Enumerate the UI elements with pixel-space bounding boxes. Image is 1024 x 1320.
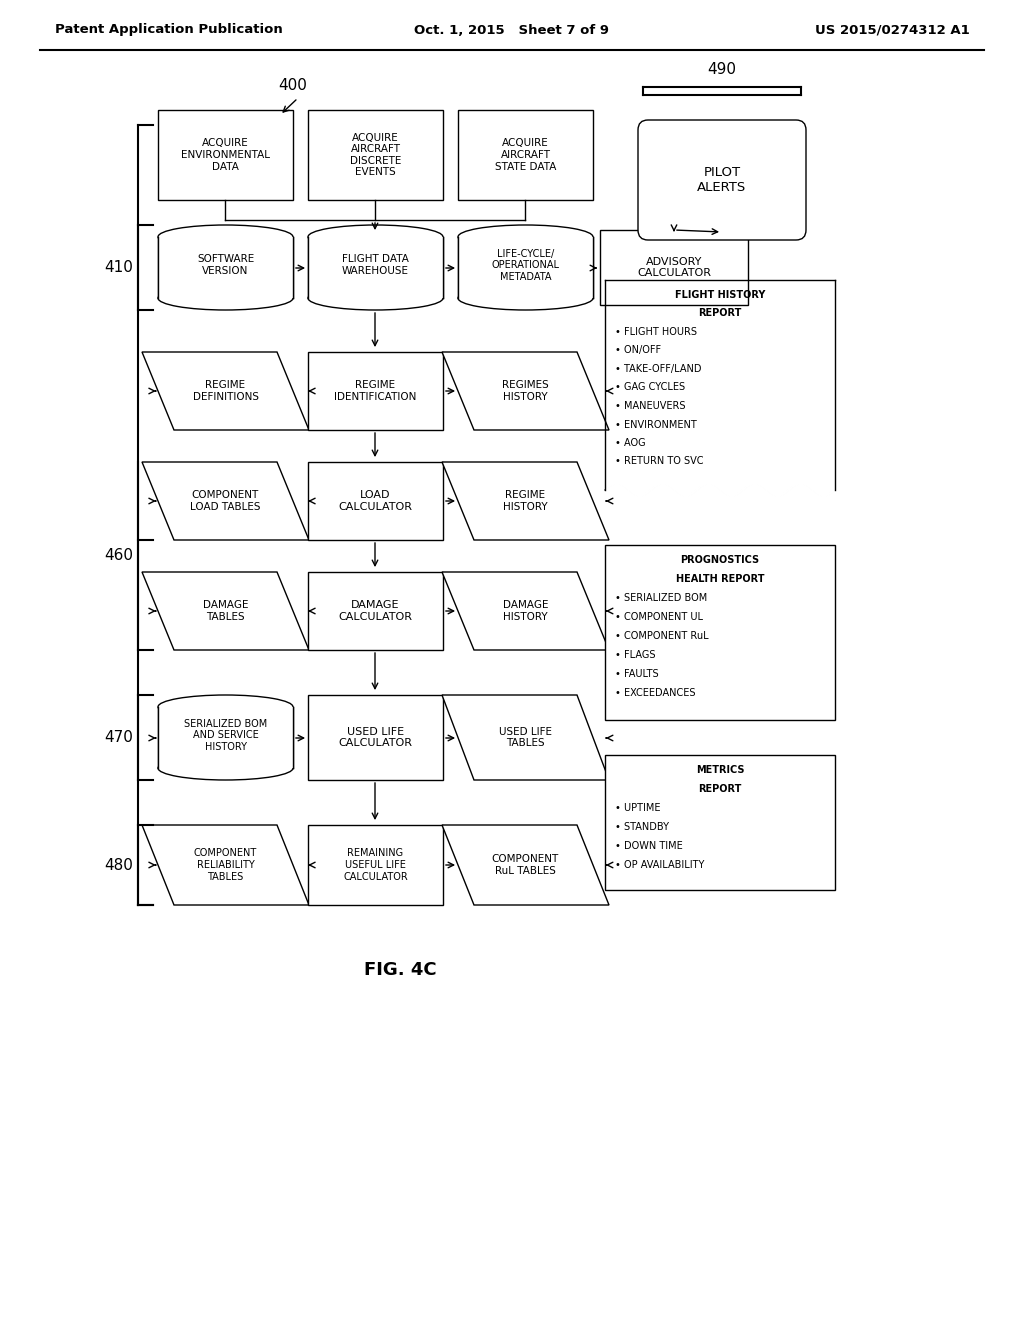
Text: ADVISORY
CALCULATOR: ADVISORY CALCULATOR xyxy=(637,256,711,279)
Text: Oct. 1, 2015   Sheet 7 of 9: Oct. 1, 2015 Sheet 7 of 9 xyxy=(415,24,609,37)
Text: REGIME
DEFINITIONS: REGIME DEFINITIONS xyxy=(193,380,258,401)
Ellipse shape xyxy=(158,224,293,248)
Text: • COMPONENT RuL: • COMPONENT RuL xyxy=(615,631,709,642)
Text: • EXCEEDANCES: • EXCEEDANCES xyxy=(615,688,695,698)
Text: DAMAGE
HISTORY: DAMAGE HISTORY xyxy=(503,601,548,622)
Text: Patent Application Publication: Patent Application Publication xyxy=(55,24,283,37)
Text: 470: 470 xyxy=(104,730,133,746)
Text: FLIGHT DATA
WAREHOUSE: FLIGHT DATA WAREHOUSE xyxy=(342,255,409,276)
Polygon shape xyxy=(442,825,609,906)
Text: 480: 480 xyxy=(104,858,133,873)
Polygon shape xyxy=(142,572,309,649)
Text: • DOWN TIME: • DOWN TIME xyxy=(615,841,683,851)
Ellipse shape xyxy=(308,224,443,248)
Text: • FAULTS: • FAULTS xyxy=(615,669,658,678)
Text: COMPONENT
RuL TABLES: COMPONENT RuL TABLES xyxy=(492,854,559,875)
Bar xyxy=(308,696,443,780)
Bar xyxy=(308,236,443,298)
Ellipse shape xyxy=(158,756,293,780)
Bar xyxy=(159,238,293,297)
Text: REMAINING
USEFUL LIFE
CALCULATOR: REMAINING USEFUL LIFE CALCULATOR xyxy=(343,849,408,882)
Polygon shape xyxy=(442,462,609,540)
Text: ACQUIRE
AIRCRAFT
DISCRETE
EVENTS: ACQUIRE AIRCRAFT DISCRETE EVENTS xyxy=(350,132,401,177)
Text: DAMAGE
TABLES: DAMAGE TABLES xyxy=(203,601,248,622)
Text: • STANDBY: • STANDBY xyxy=(615,822,669,832)
Bar xyxy=(308,238,442,297)
Ellipse shape xyxy=(458,286,593,310)
Text: • UPTIME: • UPTIME xyxy=(615,803,660,813)
Bar xyxy=(158,110,293,201)
Ellipse shape xyxy=(458,224,593,248)
Text: COMPONENT
LOAD TABLES: COMPONENT LOAD TABLES xyxy=(190,490,261,512)
Bar xyxy=(159,708,293,768)
Text: LOAD
CALCULATOR: LOAD CALCULATOR xyxy=(339,490,413,512)
Bar xyxy=(458,236,593,298)
Text: US 2015/0274312 A1: US 2015/0274312 A1 xyxy=(815,24,970,37)
Text: REGIME
HISTORY: REGIME HISTORY xyxy=(503,490,548,512)
Polygon shape xyxy=(442,696,609,780)
Bar xyxy=(308,352,443,430)
Text: • ENVIRONMENT: • ENVIRONMENT xyxy=(615,420,696,429)
Text: SOFTWARE
VERSION: SOFTWARE VERSION xyxy=(197,255,254,276)
Text: USED LIFE
TABLES: USED LIFE TABLES xyxy=(499,727,552,748)
Text: REPORT: REPORT xyxy=(698,784,741,795)
Text: SERIALIZED BOM
AND SERVICE
HISTORY: SERIALIZED BOM AND SERVICE HISTORY xyxy=(184,718,267,751)
Text: FLIGHT HISTORY: FLIGHT HISTORY xyxy=(675,290,765,300)
Text: • FLIGHT HOURS: • FLIGHT HOURS xyxy=(615,327,697,337)
Text: • GAG CYCLES: • GAG CYCLES xyxy=(615,383,685,392)
Text: FIG. 4C: FIG. 4C xyxy=(364,961,436,979)
Text: • FLAGS: • FLAGS xyxy=(615,649,655,660)
Text: COMPONENT
RELIABILITY
TABLES: COMPONENT RELIABILITY TABLES xyxy=(194,849,257,882)
Polygon shape xyxy=(142,462,309,540)
Text: REGIME
IDENTIFICATION: REGIME IDENTIFICATION xyxy=(334,380,417,401)
Text: ACQUIRE
AIRCRAFT
STATE DATA: ACQUIRE AIRCRAFT STATE DATA xyxy=(495,139,556,172)
Text: • OP AVAILABILITY: • OP AVAILABILITY xyxy=(615,861,705,870)
FancyBboxPatch shape xyxy=(638,120,806,240)
Ellipse shape xyxy=(158,286,293,310)
Ellipse shape xyxy=(158,696,293,719)
Bar xyxy=(158,236,293,298)
Bar xyxy=(459,238,593,297)
Bar xyxy=(308,110,443,201)
Text: • ON/OFF: • ON/OFF xyxy=(615,346,662,355)
Bar xyxy=(458,110,593,201)
Polygon shape xyxy=(442,572,609,649)
Text: USED LIFE
CALCULATOR: USED LIFE CALCULATOR xyxy=(339,727,413,748)
Text: • MANEUVERS: • MANEUVERS xyxy=(615,401,685,411)
Text: • SERIALIZED BOM: • SERIALIZED BOM xyxy=(615,593,708,603)
Text: 400: 400 xyxy=(278,78,307,92)
Text: METRICS: METRICS xyxy=(695,766,744,775)
Text: 460: 460 xyxy=(104,549,133,564)
Text: • RETURN TO SVC: • RETURN TO SVC xyxy=(615,457,703,466)
Bar xyxy=(158,708,293,768)
Text: REGIMES
HISTORY: REGIMES HISTORY xyxy=(502,380,549,401)
Text: ACQUIRE
ENVIRONMENTAL
DATA: ACQUIRE ENVIRONMENTAL DATA xyxy=(181,139,270,172)
Polygon shape xyxy=(142,825,309,906)
Bar xyxy=(308,462,443,540)
Text: REPORT: REPORT xyxy=(698,309,741,318)
Text: HEALTH REPORT: HEALTH REPORT xyxy=(676,574,764,583)
Bar xyxy=(308,572,443,649)
Text: PILOT
ALERTS: PILOT ALERTS xyxy=(697,166,746,194)
Bar xyxy=(308,825,443,906)
Text: • COMPONENT UL: • COMPONENT UL xyxy=(615,612,703,622)
Text: • TAKE-OFF/LAND: • TAKE-OFF/LAND xyxy=(615,364,701,374)
Text: 490: 490 xyxy=(708,62,736,78)
Bar xyxy=(605,755,835,890)
Polygon shape xyxy=(142,352,309,430)
Polygon shape xyxy=(442,352,609,430)
Text: • AOG: • AOG xyxy=(615,438,645,447)
Bar xyxy=(605,545,835,719)
Text: 410: 410 xyxy=(104,260,133,276)
Ellipse shape xyxy=(308,286,443,310)
Bar xyxy=(600,230,748,305)
Text: PROGNOSTICS: PROGNOSTICS xyxy=(680,554,760,565)
Text: LIFE-CYCLE/
OPERATIONAL
METADATA: LIFE-CYCLE/ OPERATIONAL METADATA xyxy=(492,248,559,281)
Text: DAMAGE
CALCULATOR: DAMAGE CALCULATOR xyxy=(339,601,413,622)
